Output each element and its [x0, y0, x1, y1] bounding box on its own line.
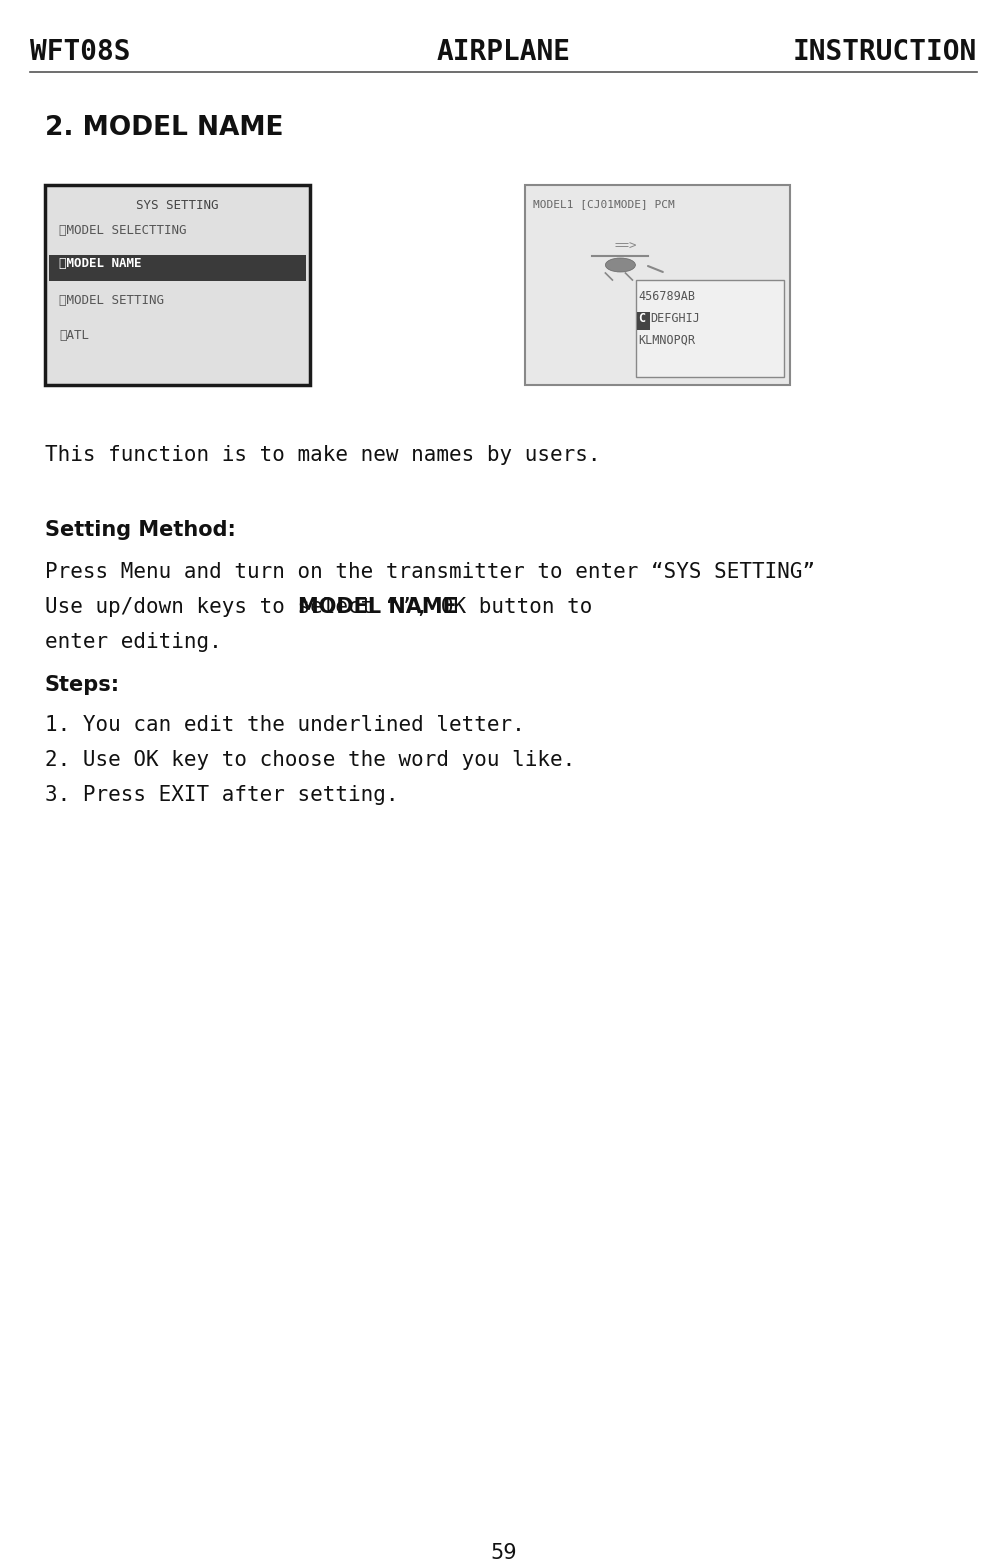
Text: ==>: ==>: [614, 240, 637, 252]
Bar: [49, 256, 306, 281]
Text: This function is to make new names by users.: This function is to make new names by us…: [45, 445, 600, 466]
Text: KLMNOPQR: KLMNOPQR: [638, 334, 695, 347]
Text: ③MODEL SETTING: ③MODEL SETTING: [59, 295, 164, 307]
Bar: [45, 185, 310, 386]
Text: ②MODEL NAME: ②MODEL NAME: [59, 257, 142, 270]
Text: AIRPLANE: AIRPLANE: [436, 38, 571, 66]
Text: Press Menu and turn on the transmitter to enter “SYS SETTING”: Press Menu and turn on the transmitter t…: [45, 561, 815, 582]
Text: enter editing.: enter editing.: [45, 632, 222, 652]
Text: Use up/down keys to select “: Use up/down keys to select “: [45, 597, 399, 616]
Text: SYS SETTING: SYS SETTING: [136, 199, 219, 212]
Bar: [525, 185, 790, 386]
Ellipse shape: [605, 259, 635, 271]
Text: 2. MODEL NAME: 2. MODEL NAME: [45, 114, 284, 141]
Text: 3. Press EXIT after setting.: 3. Press EXIT after setting.: [45, 786, 399, 804]
Text: ”, OK button to: ”, OK button to: [404, 597, 593, 616]
Text: 2. Use OK key to choose the word you like.: 2. Use OK key to choose the word you lik…: [45, 750, 575, 770]
Text: ④ATL: ④ATL: [59, 329, 89, 342]
Text: INSTRUCTION: INSTRUCTION: [793, 38, 977, 66]
Text: ①MODEL SELECTTING: ①MODEL SELECTTING: [59, 224, 186, 237]
Bar: [637, 312, 651, 329]
Text: Setting Method:: Setting Method:: [45, 521, 236, 539]
Text: MODEL NAME: MODEL NAME: [298, 597, 457, 616]
Text: C: C: [638, 312, 645, 325]
Text: 1. You can edit the underlined letter.: 1. You can edit the underlined letter.: [45, 715, 525, 735]
Text: Steps:: Steps:: [45, 674, 120, 695]
Text: MODEL1 [CJ01MODE] PCM: MODEL1 [CJ01MODE] PCM: [533, 199, 675, 209]
Text: 59: 59: [490, 1543, 517, 1563]
Text: DEFGHIJ: DEFGHIJ: [651, 312, 700, 325]
Text: WFT08S: WFT08S: [30, 38, 131, 66]
Text: 456789AB: 456789AB: [638, 290, 695, 303]
Bar: [636, 281, 784, 376]
